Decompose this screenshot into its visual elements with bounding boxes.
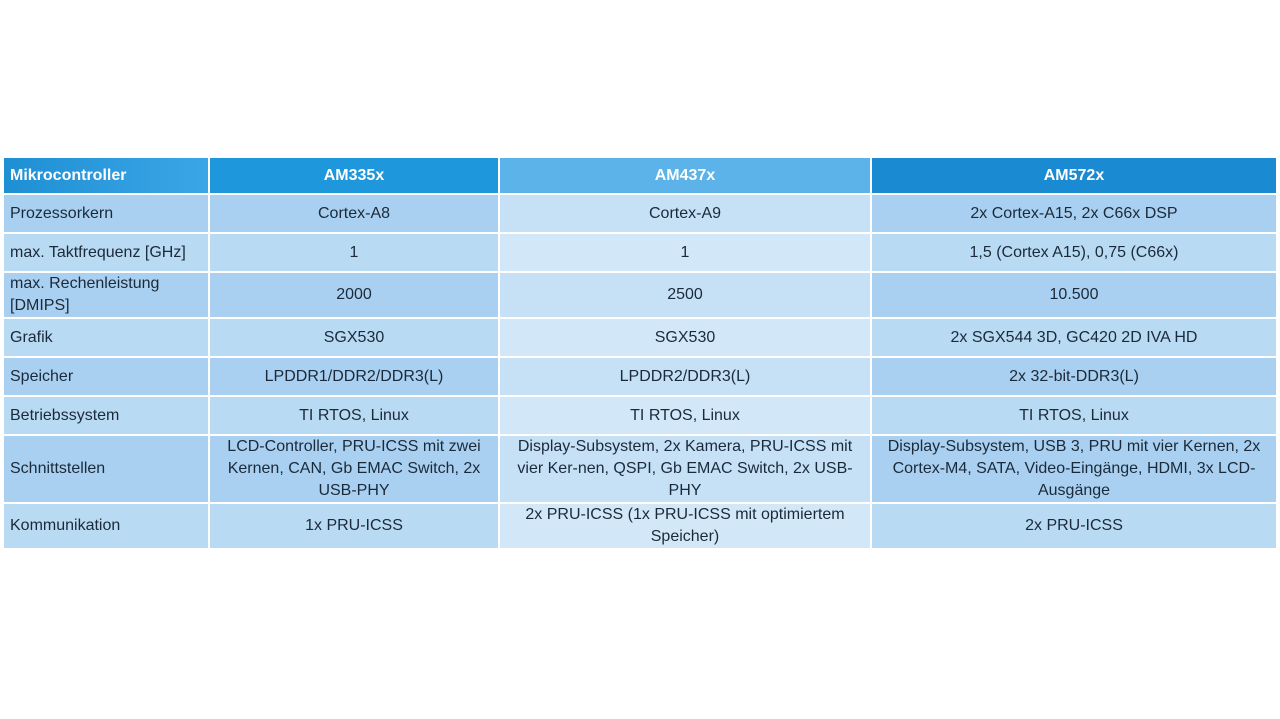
table-cell: 2x PRU-ICSS (1x PRU-ICSS mit optimiertem…: [500, 504, 872, 550]
table-cell: 2x Cortex-A15, 2x C66x DSP: [872, 195, 1276, 234]
row-label: Grafik: [4, 319, 210, 358]
table-row-betriebssystem: Betriebssystem TI RTOS, Linux TI RTOS, L…: [4, 397, 1276, 436]
table-cell: LPDDR2/DDR3(L): [500, 358, 872, 397]
row-label: max. Rechenleistung [DMIPS]: [4, 273, 210, 319]
comparison-table-container: Mikrocontroller AM335x AM437x AM572x Pro…: [4, 158, 1276, 550]
table-cell: 2x PRU-ICSS: [872, 504, 1276, 550]
header-cell-mikrocontroller: Mikrocontroller: [4, 158, 210, 195]
row-label: max. Taktfrequenz [GHz]: [4, 234, 210, 273]
row-label: Kommunikation: [4, 504, 210, 550]
row-label: Speicher: [4, 358, 210, 397]
table-row-speicher: Speicher LPDDR1/DDR2/DDR3(L) LPDDR2/DDR3…: [4, 358, 1276, 397]
table-cell: Cortex-A8: [210, 195, 500, 234]
table-cell: LCD-Controller, PRU-ICSS mit zwei Kernen…: [210, 436, 500, 504]
table-header: Mikrocontroller AM335x AM437x AM572x: [4, 158, 1276, 195]
header-cell-am335x: AM335x: [210, 158, 500, 195]
row-label: Betriebssystem: [4, 397, 210, 436]
header-cell-am572x: AM572x: [872, 158, 1276, 195]
table-cell: TI RTOS, Linux: [210, 397, 500, 436]
table-cell: SGX530: [500, 319, 872, 358]
table-cell: 1: [210, 234, 500, 273]
table-cell: TI RTOS, Linux: [500, 397, 872, 436]
microcontroller-comparison-table: Mikrocontroller AM335x AM437x AM572x Pro…: [4, 158, 1276, 550]
row-label: Schnittstellen: [4, 436, 210, 504]
table-cell: 10.500: [872, 273, 1276, 319]
header-cell-am437x: AM437x: [500, 158, 872, 195]
table-row-kommunikation: Kommunikation 1x PRU-ICSS 2x PRU-ICSS (1…: [4, 504, 1276, 550]
table-row-grafik: Grafik SGX530 SGX530 2x SGX544 3D, GC420…: [4, 319, 1276, 358]
table-cell: Display-Subsystem, 2x Kamera, PRU-ICSS m…: [500, 436, 872, 504]
table-cell: Display-Subsystem, USB 3, PRU mit vier K…: [872, 436, 1276, 504]
table-row-rechenleistung: max. Rechenleistung [DMIPS] 2000 2500 10…: [4, 273, 1276, 319]
table-row-schnittstellen: Schnittstellen LCD-Controller, PRU-ICSS …: [4, 436, 1276, 504]
table-cell: TI RTOS, Linux: [872, 397, 1276, 436]
table-cell: 1,5 (Cortex A15), 0,75 (C66x): [872, 234, 1276, 273]
table-cell: 2x SGX544 3D, GC420 2D IVA HD: [872, 319, 1276, 358]
table-cell: LPDDR1/DDR2/DDR3(L): [210, 358, 500, 397]
table-body: Prozessorkern Cortex-A8 Cortex-A9 2x Cor…: [4, 195, 1276, 550]
table-cell: 2x 32-bit-DDR3(L): [872, 358, 1276, 397]
table-cell: 1: [500, 234, 872, 273]
table-row-prozessorkern: Prozessorkern Cortex-A8 Cortex-A9 2x Cor…: [4, 195, 1276, 234]
table-cell: Cortex-A9: [500, 195, 872, 234]
row-label: Prozessorkern: [4, 195, 210, 234]
header-row: Mikrocontroller AM335x AM437x AM572x: [4, 158, 1276, 195]
table-row-taktfrequenz: max. Taktfrequenz [GHz] 1 1 1,5 (Cortex …: [4, 234, 1276, 273]
table-cell: SGX530: [210, 319, 500, 358]
table-cell: 2500: [500, 273, 872, 319]
table-cell: 1x PRU-ICSS: [210, 504, 500, 550]
table-cell: 2000: [210, 273, 500, 319]
